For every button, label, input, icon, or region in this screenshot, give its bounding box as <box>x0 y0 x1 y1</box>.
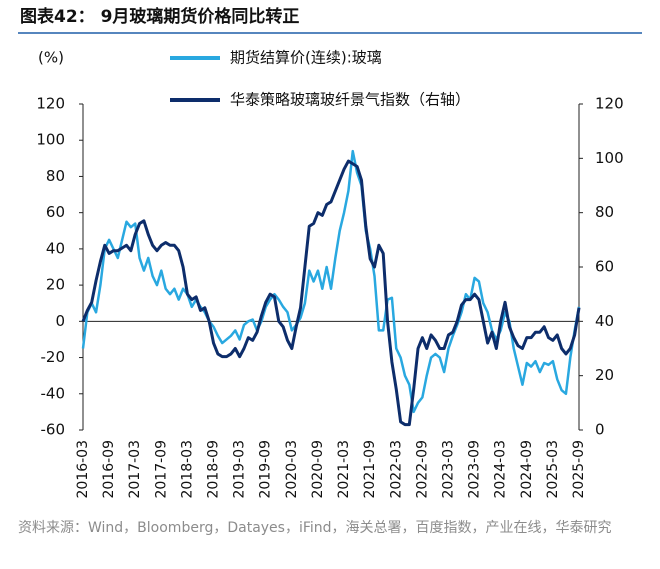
y2-tick-label: 40 <box>595 312 614 330</box>
x-tick-label: 2023-09 <box>467 440 483 499</box>
x-tick-label: 2022-09 <box>414 440 430 499</box>
x-tick-label: 2021-03 <box>336 440 352 499</box>
y-tick-label: -60 <box>41 421 66 439</box>
x-tick-label: 2021-09 <box>362 440 378 499</box>
x-tick-label: 2023-03 <box>440 440 456 499</box>
x-tick-label: 2016-03 <box>75 440 91 499</box>
x-tick-label: 2025-09 <box>571 440 587 499</box>
legend-label: 期货结算价(连续):玻璃 <box>230 49 382 67</box>
x-tick-label: 2018-03 <box>179 440 195 499</box>
x-tick-label: 2020-09 <box>310 440 326 499</box>
x-tick-label: 2017-09 <box>153 440 169 499</box>
y2-tick-label: 120 <box>595 95 624 113</box>
y-tick-label: 60 <box>46 203 65 221</box>
y-tick-label: 120 <box>36 95 65 113</box>
y-tick-label: -20 <box>41 348 66 366</box>
x-tick-label: 2017-03 <box>127 440 143 499</box>
y2-tick-label: 0 <box>595 421 605 439</box>
y2-tick-label: 20 <box>595 366 614 384</box>
y2-tick-label: 60 <box>595 258 614 276</box>
x-tick-label: 2022-03 <box>388 440 404 499</box>
y-tick-label: 40 <box>46 239 65 257</box>
y-tick-label: 0 <box>55 312 65 330</box>
x-tick-label: 2019-09 <box>258 440 274 499</box>
series-line <box>81 159 581 427</box>
x-tick-label: 2024-09 <box>519 440 535 499</box>
y-tick-label: 100 <box>36 131 65 149</box>
y-tick-label: 80 <box>46 167 65 185</box>
y-tick-label: -40 <box>41 384 66 402</box>
x-tick-label: 2016-09 <box>101 440 117 499</box>
x-tick-label: 2019-03 <box>232 440 248 499</box>
x-tick-label: 2025-03 <box>545 440 561 499</box>
chart-title: 图表42： 9月玻璃期货价格同比转正 <box>20 6 299 27</box>
x-tick-label: 2018-09 <box>206 440 222 499</box>
legend-label: 华泰策略玻璃玻纤景气指数（右轴） <box>230 91 470 109</box>
y2-tick-label: 80 <box>595 203 614 221</box>
chart: 图表42： 9月玻璃期货价格同比转正 (%) -60 -40 -20 0 20 40 60 8… <box>18 6 642 499</box>
y-tick-label: 20 <box>46 276 65 294</box>
y-axis-label: (%) <box>38 49 64 67</box>
x-tick-label: 2024-03 <box>493 440 509 499</box>
series-line <box>81 149 581 414</box>
source-note: 资料来源：Wind，Bloomberg，Datayes，iFind，海关总署，百… <box>18 520 612 536</box>
x-tick-label: 2020-03 <box>284 440 300 499</box>
y2-tick-label: 100 <box>595 149 624 167</box>
